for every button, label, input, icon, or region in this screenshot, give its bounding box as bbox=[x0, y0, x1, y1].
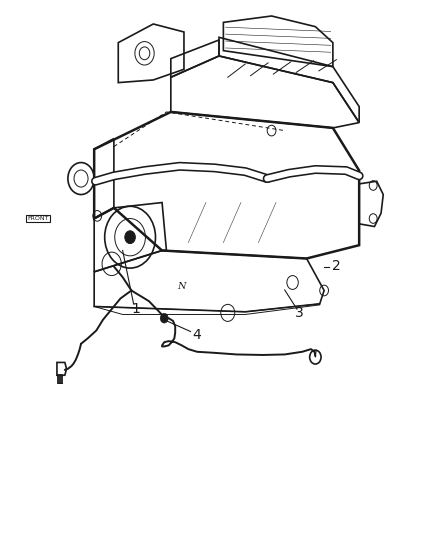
Text: 3: 3 bbox=[295, 306, 304, 320]
Text: 4: 4 bbox=[193, 328, 201, 342]
Text: FRONT: FRONT bbox=[27, 216, 49, 221]
Circle shape bbox=[160, 313, 168, 323]
FancyBboxPatch shape bbox=[26, 215, 50, 222]
Circle shape bbox=[125, 231, 135, 244]
Text: N: N bbox=[177, 282, 186, 291]
Text: 2: 2 bbox=[332, 260, 340, 273]
Text: 1: 1 bbox=[131, 302, 140, 316]
